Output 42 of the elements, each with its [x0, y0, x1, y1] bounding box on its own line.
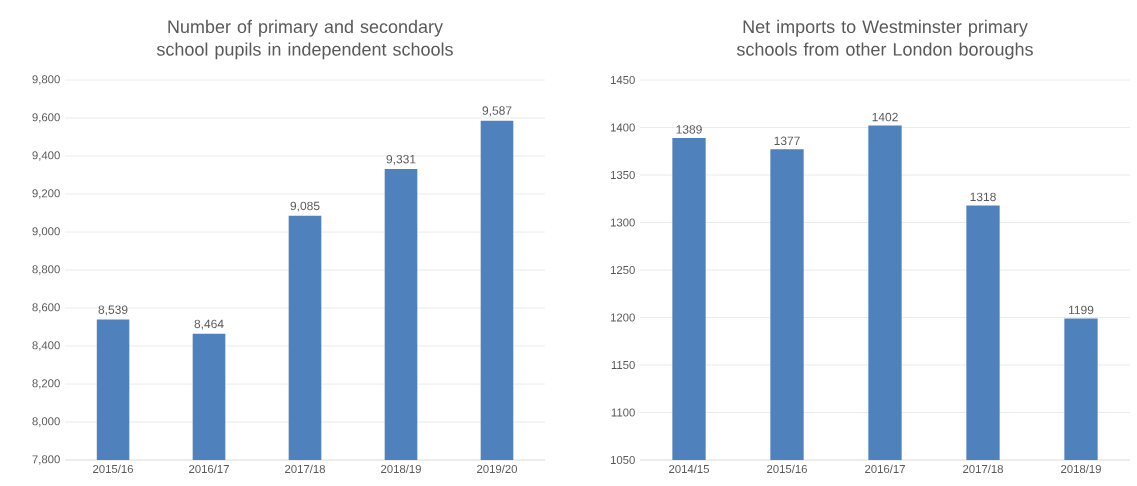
x-tick-label: 2018/19: [1061, 464, 1101, 474]
data-label: 1199: [1069, 305, 1094, 315]
x-tick-label: 2015/16: [767, 464, 807, 474]
data-label: 8,539: [98, 305, 128, 316]
y-tick-label: 1300: [610, 218, 635, 227]
chart-title: Net imports to Westminster primary schools from other London boroughs: [736, 19, 1033, 60]
y-tick-label: 1350: [610, 171, 635, 180]
y-tick-label: 1250: [610, 266, 635, 275]
x-tick-label: 2016/17: [865, 464, 905, 474]
y-tick-label: 9,200: [32, 189, 60, 199]
chart-title: Number of primary and secondary school pupils in independent schools: [156, 19, 453, 60]
y-tick-label: 9,600: [32, 113, 60, 123]
y-tick-label: 1400: [610, 123, 635, 132]
x-tick-label: 2017/18: [285, 464, 325, 474]
y-tick-label: 1450: [610, 76, 635, 85]
data-label: 1402: [872, 112, 898, 122]
y-tick-label: 1050: [610, 456, 635, 465]
y-tick-label: 1100: [611, 408, 635, 417]
x-tick-label: 2016/17: [189, 464, 229, 474]
y-tick-label: 8,800: [32, 265, 60, 275]
x-tick-label: 2018/19: [381, 464, 421, 474]
y-tick-label: 9,000: [32, 227, 60, 237]
data-label: 1389: [676, 125, 702, 134]
data-label: 9,331: [386, 154, 416, 165]
data-label: 1377: [774, 136, 800, 146]
data-label: 9,085: [290, 201, 320, 212]
y-tick-label: 8,000: [32, 417, 60, 427]
data-label: 8,464: [194, 319, 224, 330]
data-label: 1318: [970, 192, 996, 202]
y-tick-label: 9,400: [32, 151, 60, 161]
y-tick-label: 1200: [610, 313, 635, 322]
y-tick-label: 7,800: [32, 455, 60, 465]
y-tick-label: 1150: [611, 361, 635, 370]
data-label: 9,587: [482, 106, 512, 117]
x-tick-label: 2014/15: [669, 464, 710, 474]
y-tick-label: 8,200: [32, 379, 60, 389]
x-tick-label: 2015/16: [93, 464, 133, 474]
y-tick-label: 8,400: [32, 341, 60, 351]
x-tick-label: 2019/20: [477, 464, 518, 474]
y-tick-label: 9,800: [32, 75, 60, 85]
x-tick-label: 2017/18: [963, 464, 1003, 474]
y-tick-label: 8,600: [32, 303, 60, 313]
